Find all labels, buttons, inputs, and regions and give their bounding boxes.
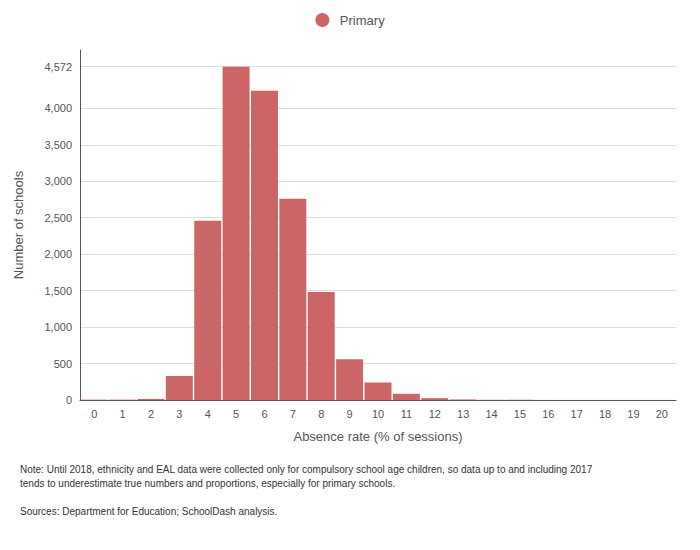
svg-text:4,572: 4,572 <box>44 61 72 73</box>
svg-text:2: 2 <box>148 408 154 420</box>
svg-text:12: 12 <box>429 408 441 420</box>
svg-text:14: 14 <box>485 408 497 420</box>
svg-text:3,500: 3,500 <box>44 139 72 151</box>
svg-text:4: 4 <box>205 408 211 420</box>
svg-text:2,500: 2,500 <box>44 212 72 224</box>
svg-text:7: 7 <box>290 408 296 420</box>
svg-text:17: 17 <box>571 408 583 420</box>
svg-text:15: 15 <box>514 408 526 420</box>
svg-text:Absence rate (% of sessions): Absence rate (% of sessions) <box>293 429 462 444</box>
svg-text:20: 20 <box>656 408 668 420</box>
svg-text:5: 5 <box>233 408 239 420</box>
svg-text:Primary: Primary <box>340 13 385 28</box>
svg-text:1,500: 1,500 <box>44 285 72 297</box>
svg-text:Note: Until 2018, ethnicity an: Note: Until 2018, ethnicity and EAL data… <box>20 464 593 475</box>
svg-text:18: 18 <box>599 408 611 420</box>
svg-text:6: 6 <box>261 408 267 420</box>
svg-text:13: 13 <box>457 408 469 420</box>
svg-text:9: 9 <box>347 408 353 420</box>
svg-text:3,000: 3,000 <box>44 175 72 187</box>
svg-text:4,000: 4,000 <box>44 102 72 114</box>
svg-text:10: 10 <box>372 408 384 420</box>
svg-text:8: 8 <box>318 408 324 420</box>
svg-text:0: 0 <box>91 408 97 420</box>
svg-text:3: 3 <box>176 408 182 420</box>
svg-text:2,000: 2,000 <box>44 248 72 260</box>
svg-text:11: 11 <box>401 408 412 420</box>
svg-text:1,000: 1,000 <box>44 321 72 333</box>
svg-text:16: 16 <box>542 408 554 420</box>
svg-text:0: 0 <box>66 394 72 406</box>
svg-text:500: 500 <box>54 358 72 370</box>
svg-text:Sources: Department for Educat: Sources: Department for Education; Schoo… <box>20 506 277 517</box>
svg-text:1: 1 <box>120 408 126 420</box>
svg-text:Number of schools: Number of schools <box>11 170 26 279</box>
svg-text:tends to underestimate true nu: tends to underestimate true numbers and … <box>20 478 395 489</box>
svg-text:19: 19 <box>627 408 639 420</box>
